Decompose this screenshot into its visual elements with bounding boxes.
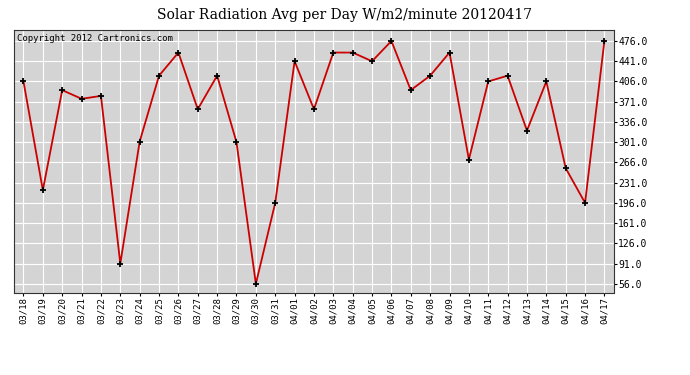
Text: Solar Radiation Avg per Day W/m2/minute 20120417: Solar Radiation Avg per Day W/m2/minute … (157, 8, 533, 21)
Text: Copyright 2012 Cartronics.com: Copyright 2012 Cartronics.com (17, 34, 172, 43)
